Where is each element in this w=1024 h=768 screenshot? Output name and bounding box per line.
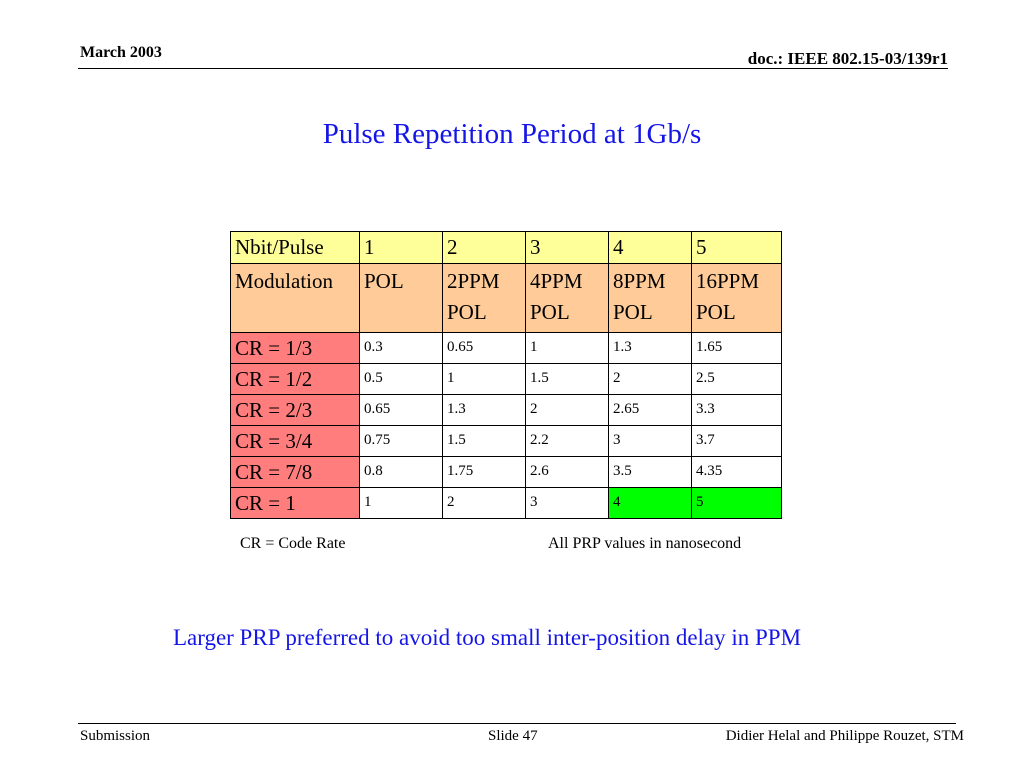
- footer-slide-number: Slide 47: [488, 728, 538, 744]
- prp-value-cell: 1.3: [608, 332, 692, 364]
- prp-value-cell: 1.65: [691, 332, 782, 364]
- table-row: CR = 2/3 0.65 1.3 2 2.65 3.3: [230, 394, 782, 426]
- table-row: CR = 3/4 0.75 1.5 2.2 3 3.7: [230, 425, 782, 457]
- prp-value-cell: 0.8: [359, 456, 443, 488]
- prp-value-cell: 3.5: [608, 456, 692, 488]
- code-rate-label: CR = 7/8: [230, 456, 360, 488]
- prp-value-cell: 2: [608, 363, 692, 395]
- prp-value-cell-highlighted: 5: [691, 487, 782, 519]
- prp-value-cell: 4.35: [691, 456, 782, 488]
- nbit-cell: 4: [608, 231, 692, 264]
- prp-value-cell: 0.5: [359, 363, 443, 395]
- code-rate-label: CR = 2/3: [230, 394, 360, 426]
- prp-value-cell: 0.65: [359, 394, 443, 426]
- nbit-cell: 2: [442, 231, 526, 264]
- prp-value-cell: 2.6: [525, 456, 609, 488]
- prp-value-cell: 1.5: [442, 425, 526, 457]
- conclusion-text: Larger PRP preferred to avoid too small …: [172, 625, 802, 650]
- modulation-cell: 4PPM POL: [525, 263, 609, 333]
- prp-value-cell: 1: [525, 332, 609, 364]
- code-rate-label: CR = 1/3: [230, 332, 360, 364]
- footer-authors: Didier Helal and Philippe Rouzet, STM: [725, 728, 964, 744]
- code-rate-label: CR = 3/4: [230, 425, 360, 457]
- prp-value-cell: 2.65: [608, 394, 692, 426]
- prp-value-cell: 2: [442, 487, 526, 519]
- table-row: CR = 7/8 0.8 1.75 2.6 3.5 4.35: [230, 456, 782, 488]
- modulation-cell: POL: [359, 263, 443, 333]
- nbit-cell: 1: [359, 231, 443, 264]
- table-row: CR = 1/3 0.3 0.65 1 1.3 1.65: [230, 332, 782, 364]
- prp-value-cell: 0.3: [359, 332, 443, 364]
- footer-divider: [78, 723, 956, 724]
- units-note: All PRP values in nanosecond: [548, 535, 742, 552]
- footer-submission: Submission: [80, 728, 151, 744]
- prp-value-cell: 1: [359, 487, 443, 519]
- header-doc-id: doc.: IEEE 802.15-03/139r1: [747, 49, 948, 68]
- nbit-label: Nbit/Pulse: [230, 231, 360, 264]
- prp-value-cell: 3.3: [691, 394, 782, 426]
- prp-value-cell: 3: [525, 487, 609, 519]
- prp-value-cell: 1.3: [442, 394, 526, 426]
- prp-value-cell: 2.2: [525, 425, 609, 457]
- prp-value-cell: 3: [608, 425, 692, 457]
- code-rate-label: CR = 1: [230, 487, 360, 519]
- prp-value-cell: 1.75: [442, 456, 526, 488]
- table-row: CR = 1/2 0.5 1 1.5 2 2.5: [230, 363, 782, 395]
- table-row: CR = 1 1 2 3 4 5: [230, 487, 782, 519]
- prp-value-cell: 2: [525, 394, 609, 426]
- prp-table: Nbit/Pulse 1 2 3 4 5 Modulation POL 2PPM…: [230, 231, 782, 519]
- prp-value-cell: 3.7: [691, 425, 782, 457]
- prp-value-cell: 2.5: [691, 363, 782, 395]
- code-rate-label: CR = 1/2: [230, 363, 360, 395]
- prp-value-cell: 1: [442, 363, 526, 395]
- modulation-cell: 8PPM POL: [608, 263, 692, 333]
- prp-value-cell: 1.5: [525, 363, 609, 395]
- prp-value-cell-highlighted: 4: [608, 487, 692, 519]
- nbit-cell: 5: [691, 231, 782, 264]
- modulation-cell: 16PPM POL: [691, 263, 782, 333]
- table-row-modulation: Modulation POL 2PPM POL 4PPM POL 8PPM PO…: [230, 263, 782, 333]
- modulation-label: Modulation: [230, 263, 360, 333]
- nbit-cell: 3: [525, 231, 609, 264]
- header-divider: [78, 68, 948, 69]
- slide-title: Pulse Repetition Period at 1Gb/s: [322, 118, 702, 150]
- modulation-cell: 2PPM POL: [442, 263, 526, 333]
- prp-value-cell: 0.65: [442, 332, 526, 364]
- table-row-nbit: Nbit/Pulse 1 2 3 4 5: [230, 231, 782, 264]
- prp-value-cell: 0.75: [359, 425, 443, 457]
- code-rate-note: CR = Code Rate: [240, 535, 346, 552]
- header-date: March 2003: [80, 44, 162, 61]
